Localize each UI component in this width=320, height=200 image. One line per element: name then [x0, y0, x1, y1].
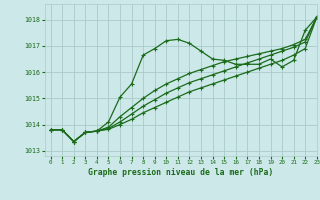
X-axis label: Graphe pression niveau de la mer (hPa): Graphe pression niveau de la mer (hPa): [88, 168, 273, 177]
